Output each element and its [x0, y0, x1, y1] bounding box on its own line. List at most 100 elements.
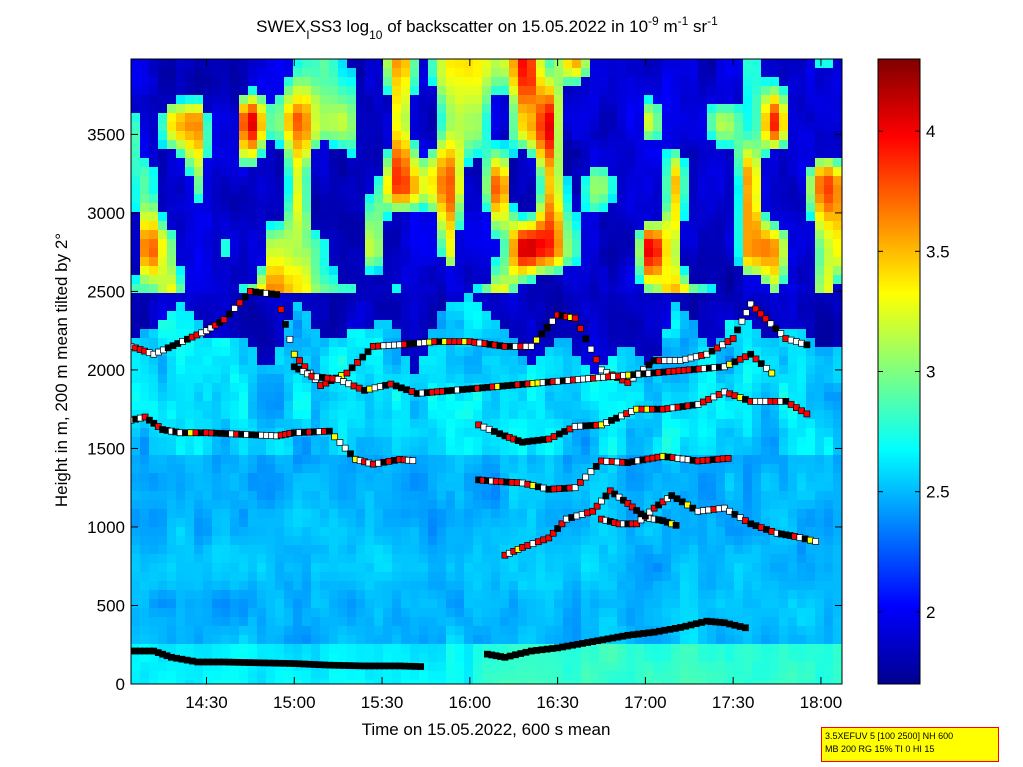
field-cell	[347, 545, 357, 555]
field-cell	[239, 464, 249, 474]
field-cell	[347, 77, 357, 87]
field-cell	[644, 158, 654, 168]
field-cell	[293, 482, 303, 492]
field-cell	[194, 86, 204, 96]
field-cell	[194, 527, 204, 537]
field-cell	[617, 104, 627, 114]
field-cell	[473, 59, 483, 69]
field-cell	[680, 248, 690, 258]
field-cell	[320, 212, 330, 222]
field-cell	[158, 239, 168, 249]
field-cell	[581, 536, 591, 546]
field-cell	[437, 221, 447, 231]
field-cell	[203, 536, 213, 546]
field-cell	[266, 554, 276, 564]
field-cell	[230, 68, 240, 78]
field-cell	[266, 203, 276, 213]
field-cell	[446, 455, 456, 465]
field-cell	[464, 365, 474, 375]
field-cell	[518, 68, 528, 78]
field-cell	[572, 131, 582, 141]
field-cell	[545, 158, 555, 168]
field-cell	[653, 104, 663, 114]
field-cell	[545, 626, 555, 636]
field-cell	[311, 527, 321, 537]
field-cell	[689, 572, 699, 582]
field-cell	[725, 194, 735, 204]
field-cell	[311, 68, 321, 78]
field-cell	[518, 482, 528, 492]
field-cell	[446, 410, 456, 420]
field-cell	[545, 518, 555, 528]
field-cell	[401, 356, 411, 366]
field-cell	[590, 293, 600, 303]
field-cell	[725, 302, 735, 312]
field-cell	[347, 257, 357, 267]
field-cell	[311, 644, 321, 654]
field-cell	[338, 428, 348, 438]
field-cell	[707, 401, 717, 411]
field-cell	[167, 329, 177, 339]
field-cell	[320, 365, 330, 375]
field-cell	[437, 554, 447, 564]
field-cell	[617, 311, 627, 321]
field-cell	[401, 293, 411, 303]
field-cell	[212, 473, 222, 483]
field-cell	[491, 230, 501, 240]
field-cell	[662, 680, 672, 684]
field-cell	[248, 356, 258, 366]
field-cell	[392, 284, 402, 294]
field-cell	[194, 95, 204, 105]
field-cell	[158, 644, 168, 654]
field-cell	[392, 581, 402, 591]
field-cell	[707, 662, 717, 672]
field-cell	[284, 581, 294, 591]
field-cell	[572, 383, 582, 393]
field-cell	[464, 635, 474, 645]
field-cell	[590, 680, 600, 684]
field-cell	[500, 158, 510, 168]
field-cell	[599, 131, 609, 141]
field-cell	[365, 293, 375, 303]
field-cell	[230, 509, 240, 519]
field-cell	[230, 122, 240, 132]
field-cell	[653, 266, 663, 276]
field-cell	[608, 149, 618, 159]
field-cell	[221, 248, 231, 258]
field-cell	[203, 221, 213, 231]
field-cell	[401, 203, 411, 213]
field-cell	[428, 302, 438, 312]
field-cell	[662, 68, 672, 78]
field-cell	[563, 527, 573, 537]
field-cell	[266, 527, 276, 537]
field-cell	[662, 95, 672, 105]
field-cell	[437, 581, 447, 591]
field-cell	[257, 347, 267, 357]
field-cell	[230, 455, 240, 465]
field-cell	[275, 662, 285, 672]
field-cell	[464, 266, 474, 276]
field-cell	[284, 536, 294, 546]
field-cell	[437, 320, 447, 330]
field-cell	[311, 500, 321, 510]
field-cell	[311, 266, 321, 276]
field-cell	[680, 509, 690, 519]
field-cell	[662, 347, 672, 357]
field-cell	[338, 626, 348, 636]
field-cell	[257, 266, 267, 276]
field-cell	[203, 167, 213, 177]
field-cell	[329, 239, 339, 249]
field-cell	[176, 608, 186, 618]
field-cell	[680, 680, 690, 684]
field-cell	[626, 356, 636, 366]
field-cell	[635, 383, 645, 393]
field-cell	[563, 140, 573, 150]
field-cell	[671, 482, 681, 492]
field-cell	[680, 311, 690, 321]
field-cell	[374, 545, 384, 555]
field-cell	[374, 212, 384, 222]
field-cell	[716, 140, 726, 150]
field-cell	[167, 392, 177, 402]
field-cell	[158, 455, 168, 465]
field-cell	[419, 437, 429, 447]
